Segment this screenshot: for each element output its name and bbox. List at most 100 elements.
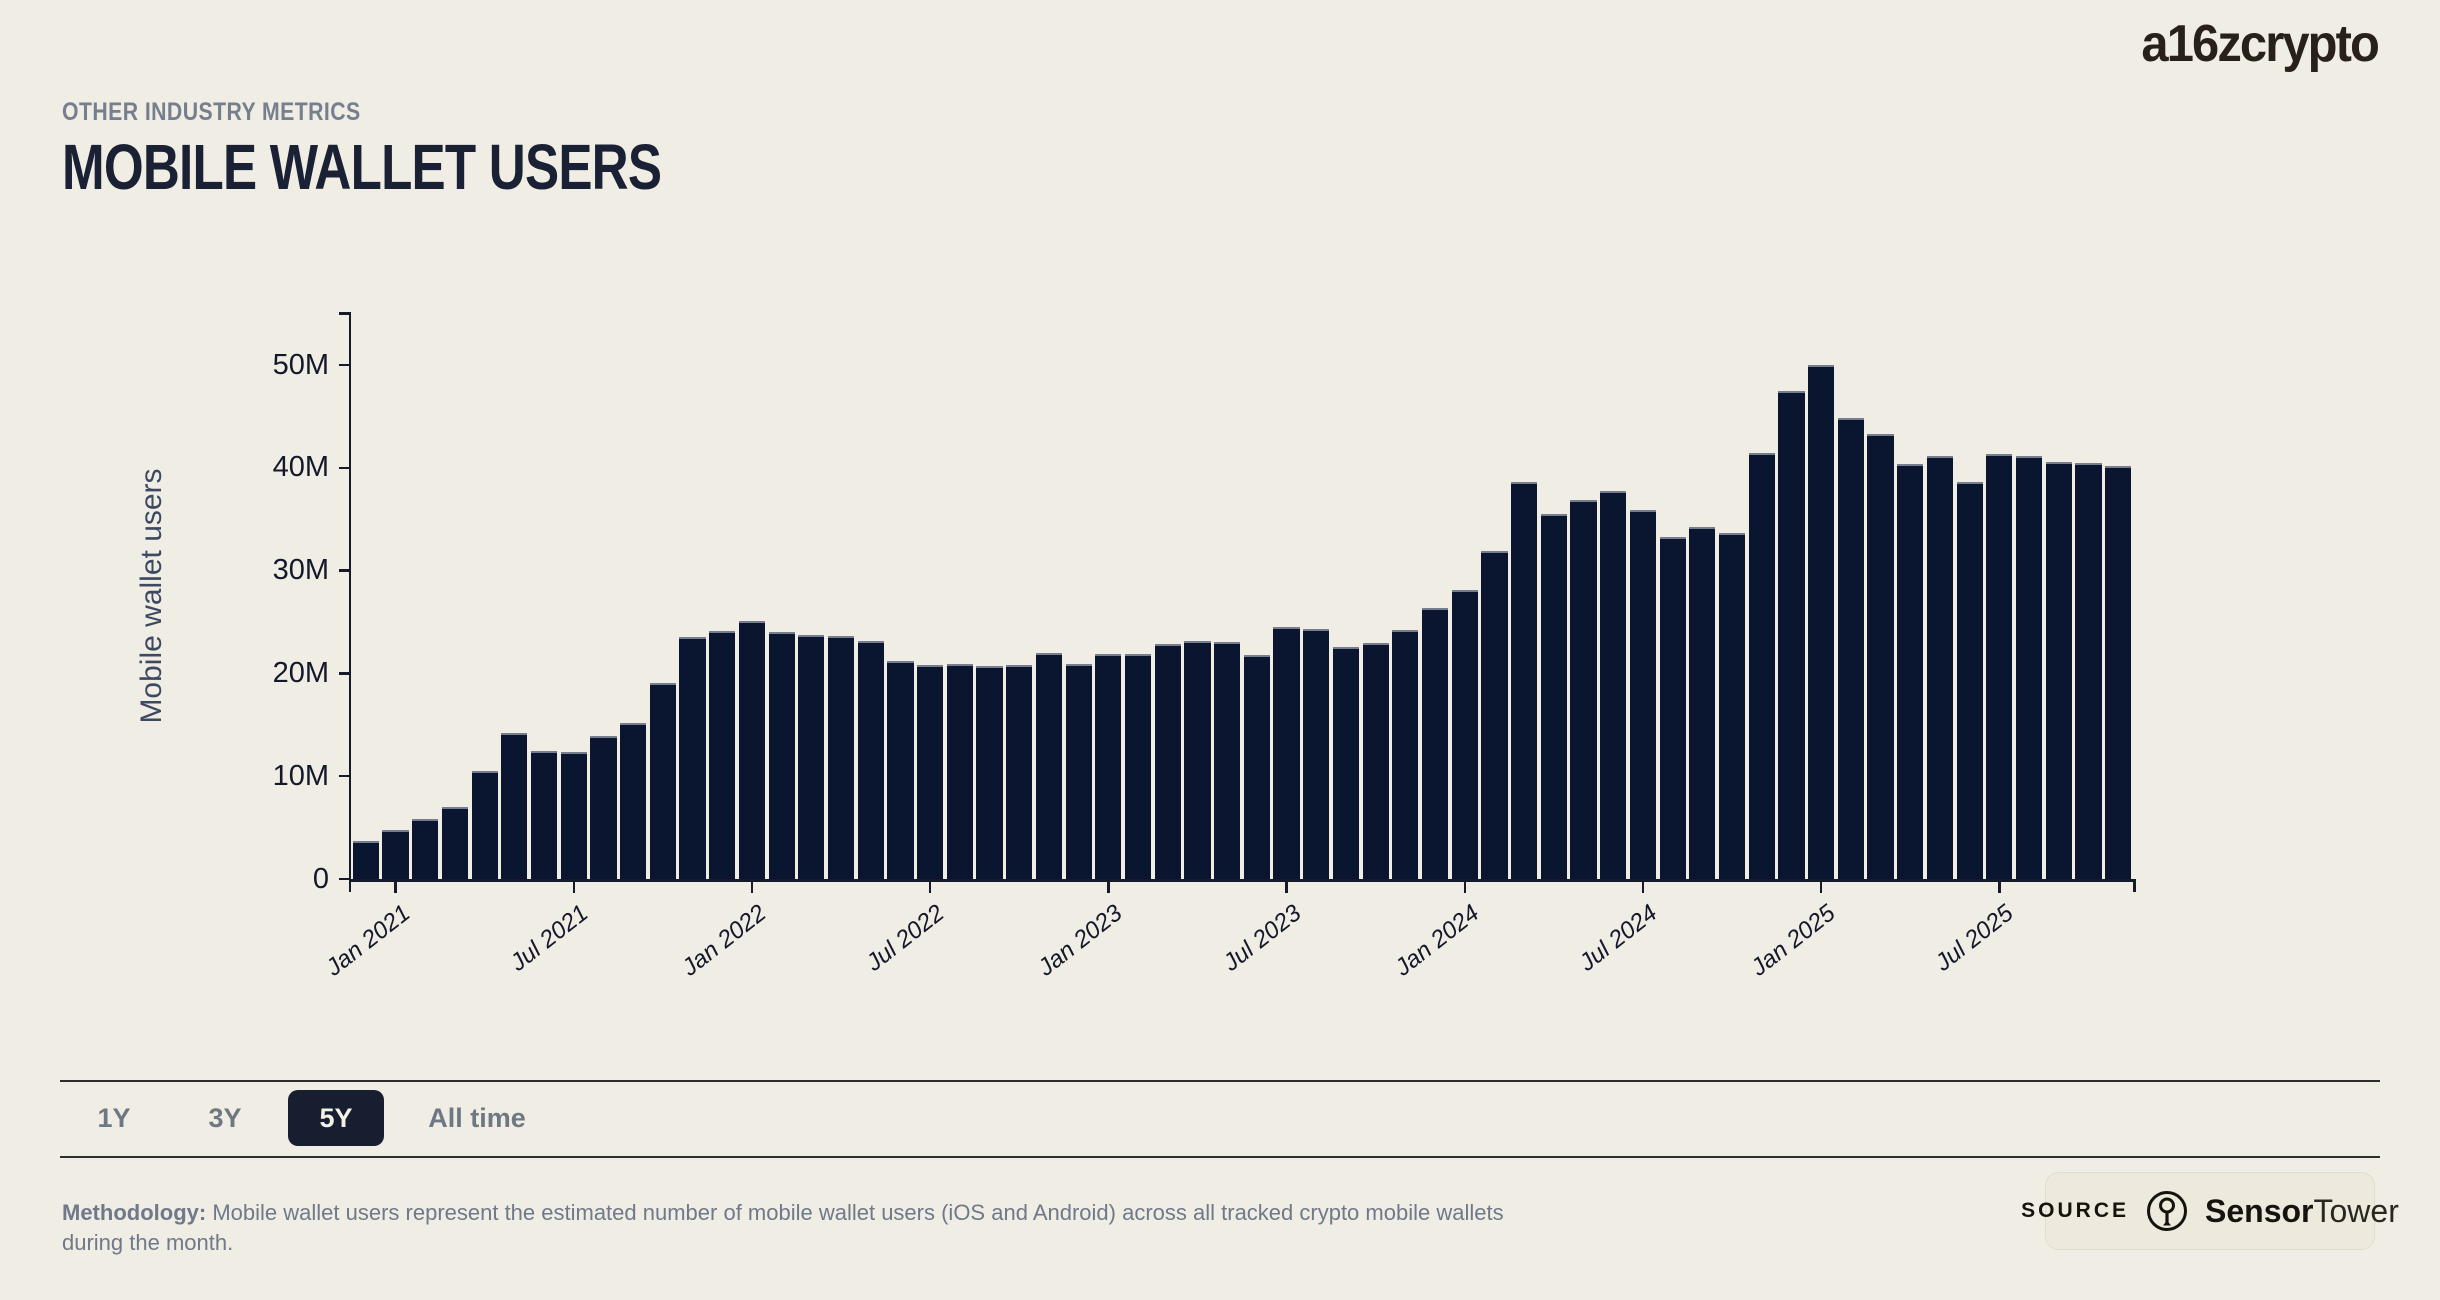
bar-sep-2025[interactable] xyxy=(2045,461,2072,879)
x-tick xyxy=(1463,881,1466,893)
bar-jul-2025[interactable] xyxy=(1986,454,2013,879)
bar-jan-2022[interactable] xyxy=(738,620,766,879)
x-tick-label: Jan 2022 xyxy=(676,899,772,982)
bar-apr-2021[interactable] xyxy=(471,771,498,879)
bar-feb-2021[interactable] xyxy=(412,819,439,879)
bar-nov-2021[interactable] xyxy=(679,637,706,879)
bar-aug-2021[interactable] xyxy=(590,736,617,879)
bar-may-2022[interactable] xyxy=(857,640,884,879)
x-tick xyxy=(572,881,575,893)
x-tick xyxy=(1998,881,2001,893)
bar-dec-2024[interactable] xyxy=(1778,390,1805,879)
bar-sep-2023[interactable] xyxy=(1332,646,1360,879)
bar-aug-2025[interactable] xyxy=(2015,456,2043,879)
x-tick-label: Jan 2024 xyxy=(1389,899,1485,982)
sensor-tower-icon xyxy=(2145,1189,2189,1233)
bar-apr-2022[interactable] xyxy=(827,636,855,879)
bar-oct-2021[interactable] xyxy=(649,682,676,879)
range-button-all-time[interactable]: All time xyxy=(428,1102,526,1133)
section-eyebrow: OTHER INDUSTRY METRICS xyxy=(62,98,361,126)
bar-mar-2021[interactable] xyxy=(441,807,469,879)
bar-mar-2023[interactable] xyxy=(1154,643,1181,879)
x-axis-end-cap-right xyxy=(2133,879,2136,892)
x-tick-label: Jul 2023 xyxy=(1217,899,1306,977)
x-axis-line xyxy=(348,879,2136,882)
bar-jul-2023[interactable] xyxy=(1273,627,1300,879)
bar-may-2024[interactable] xyxy=(1570,499,1597,879)
y-tick-label: 0 xyxy=(312,862,329,895)
bar-nov-2023[interactable] xyxy=(1392,630,1419,879)
x-tick xyxy=(750,881,754,893)
bar-jan-2025[interactable] xyxy=(1808,365,1835,879)
bar-aug-2022[interactable] xyxy=(946,664,973,879)
bar-jul-2022[interactable] xyxy=(917,665,944,879)
bar-mar-2022[interactable] xyxy=(798,635,825,879)
bar-feb-2023[interactable] xyxy=(1124,653,1152,879)
bar-feb-2025[interactable] xyxy=(1837,418,1864,879)
bar-jun-2023[interactable] xyxy=(1243,654,1270,879)
x-tick xyxy=(1107,881,1110,893)
bar-may-2023[interactable] xyxy=(1214,641,1241,879)
y-tick-label: 20M xyxy=(272,656,329,689)
bar-jul-2021[interactable] xyxy=(560,751,587,879)
bar-jun-2024[interactable] xyxy=(1600,491,1627,879)
y-tick xyxy=(339,466,349,470)
bar-may-2021[interactable] xyxy=(501,733,528,879)
bar-mar-2024[interactable] xyxy=(1511,482,1538,879)
y-tick xyxy=(339,877,349,881)
divider-bottom xyxy=(60,1156,2380,1158)
bar-sep-2021[interactable] xyxy=(620,722,647,879)
bar-sep-2022[interactable] xyxy=(976,666,1003,879)
time-range-selector: 1Y 3Y 5Y All time xyxy=(0,1080,2440,1156)
source-brand-regular: Tower xyxy=(2313,1192,2399,1229)
bar-nov-2022[interactable] xyxy=(1035,652,1063,879)
y-tick xyxy=(339,569,349,572)
y-tick-label: 30M xyxy=(272,554,329,587)
x-tick xyxy=(1819,881,1823,893)
bar-aug-2023[interactable] xyxy=(1303,629,1330,879)
x-axis-end-cap-left xyxy=(348,879,351,892)
bar-dec-2020[interactable] xyxy=(352,840,379,879)
bar-mar-2025[interactable] xyxy=(1867,433,1894,879)
bar-feb-2022[interactable] xyxy=(768,632,795,879)
bar-may-2025[interactable] xyxy=(1926,456,1954,879)
bar-jan-2021[interactable] xyxy=(382,829,409,879)
x-tick xyxy=(928,881,932,893)
y-tick xyxy=(339,672,349,675)
bar-jan-2023[interactable] xyxy=(1095,653,1122,879)
x-tick-label: Jan 2025 xyxy=(1746,899,1841,982)
bar-dec-2023[interactable] xyxy=(1421,607,1449,879)
bar-oct-2023[interactable] xyxy=(1362,642,1389,879)
methodology-note: Methodology: Mobile wallet users represe… xyxy=(62,1198,1562,1258)
bar-oct-2025[interactable] xyxy=(2075,462,2102,879)
bar-aug-2024[interactable] xyxy=(1659,536,1686,879)
bar-oct-2022[interactable] xyxy=(1006,665,1033,879)
a16zcrypto-logo: a16zcrypto xyxy=(2141,15,2379,73)
bar-nov-2025[interactable] xyxy=(2105,465,2132,879)
bar-jul-2024[interactable] xyxy=(1629,509,1657,879)
bar-jun-2021[interactable] xyxy=(530,750,558,879)
bar-nov-2024[interactable] xyxy=(1748,453,1775,879)
y-tick-label: 40M xyxy=(272,451,329,484)
bar-apr-2024[interactable] xyxy=(1540,514,1567,879)
x-tick xyxy=(1641,881,1645,893)
bar-sep-2024[interactable] xyxy=(1689,527,1716,879)
bar-oct-2024[interactable] xyxy=(1718,532,1746,879)
bar-jun-2022[interactable] xyxy=(887,661,914,879)
bar-jun-2025[interactable] xyxy=(1956,482,1983,879)
bar-dec-2022[interactable] xyxy=(1065,664,1092,879)
bar-dec-2021[interactable] xyxy=(709,631,736,879)
y-axis-title: Mobile wallet users xyxy=(135,468,168,724)
bar-jan-2024[interactable] xyxy=(1451,590,1478,879)
range-button-5y[interactable]: 5Y xyxy=(288,1090,384,1146)
y-axis-line xyxy=(348,312,351,882)
bar-feb-2024[interactable] xyxy=(1481,551,1508,879)
range-button-1y[interactable]: 1Y xyxy=(97,1102,131,1133)
bar-apr-2025[interactable] xyxy=(1897,463,1924,879)
range-button-3y[interactable]: 3Y xyxy=(208,1102,242,1133)
x-tick-label: Jul 2021 xyxy=(505,899,594,977)
bar-apr-2023[interactable] xyxy=(1184,640,1211,879)
methodology-label: Methodology: xyxy=(62,1200,207,1225)
y-tick xyxy=(339,774,349,778)
